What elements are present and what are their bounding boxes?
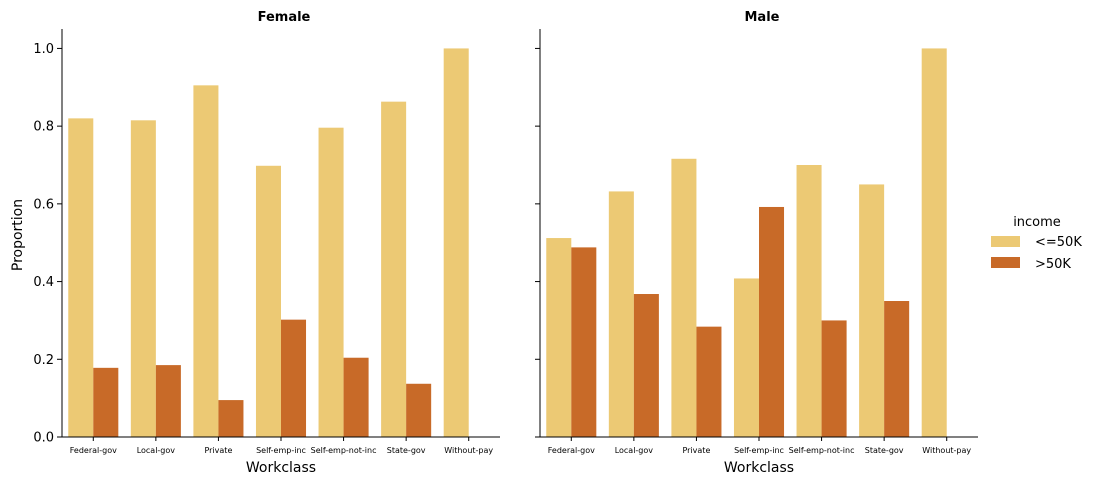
bars-female xyxy=(68,48,469,438)
bar-female-private-gt50k xyxy=(218,400,244,437)
x-tick-label-private: Private xyxy=(682,446,710,455)
y-tick-label: 0.4 xyxy=(33,275,54,290)
x-tick-label-without-pay: Without-pay xyxy=(922,446,971,455)
y-tick-label: 0.0 xyxy=(33,431,54,446)
bar-female-federal-gov-gt50k xyxy=(93,367,119,437)
bar-male-federal-gov-le50k xyxy=(546,238,572,437)
y-axis-ticks-male xyxy=(535,47,540,438)
bar-female-self-emp-not-inc-le50k xyxy=(318,127,344,437)
bar-male-state-gov-gt50k xyxy=(884,301,910,437)
y-tick-label: 0.8 xyxy=(33,120,54,135)
bar-female-private-le50k xyxy=(193,85,219,437)
bar-female-state-gov-le50k xyxy=(381,101,407,437)
y-axis-ticks-female: 0.0 0.2 0.4 0.6 0.8 1.0 xyxy=(33,42,62,446)
bar-male-local-gov-le50k xyxy=(608,191,634,437)
bars-male xyxy=(546,48,947,438)
bar-male-private-le50k xyxy=(671,158,697,437)
panel-female: Female 0.0 0.2 0.4 0.6 0.8 1.0 Federal-gov Loc… xyxy=(33,10,500,476)
bar-male-state-gov-le50k xyxy=(859,184,885,437)
x-tick-label-federal-gov: Federal-gov xyxy=(70,446,117,455)
x-tick-label-local-gov: Local-gov xyxy=(137,446,176,455)
x-axis-label-male: Workclass xyxy=(724,460,794,476)
bar-male-local-gov-gt50k xyxy=(633,294,659,437)
bar-male-without-pay-le50k xyxy=(921,48,947,438)
x-axis-ticks-female: Federal-gov Local-gov Private Self-emp-inc S… xyxy=(70,437,493,455)
x-tick-label-state-gov: State-gov xyxy=(865,446,904,455)
x-tick-label-state-gov: State-gov xyxy=(387,446,426,455)
bar-female-local-gov-le50k xyxy=(130,120,156,437)
x-tick-label-federal-gov: Federal-gov xyxy=(548,446,595,455)
bar-female-federal-gov-le50k xyxy=(68,118,94,438)
bar-male-private-gt50k xyxy=(696,326,722,437)
bar-male-self-emp-inc-le50k xyxy=(733,278,759,437)
bar-male-self-emp-inc-gt50k xyxy=(759,206,785,437)
bar-female-local-gov-gt50k xyxy=(155,365,181,437)
x-tick-label-without-pay: Without-pay xyxy=(444,446,493,455)
x-tick-label-private: Private xyxy=(204,446,232,455)
panel-title-male: Male xyxy=(745,10,780,25)
x-tick-label-self-emp-not-inc: Self-emp-not-inc xyxy=(311,446,377,455)
panel-title-female: Female xyxy=(258,10,311,25)
x-tick-label-self-emp-not-inc: Self-emp-not-inc xyxy=(789,446,855,455)
legend-title: income xyxy=(1013,215,1061,230)
x-axis-label-female: Workclass xyxy=(246,460,316,476)
y-axis-label: Proportion xyxy=(10,199,26,271)
legend-label-le50k: <=50K xyxy=(1035,235,1082,250)
bar-female-state-gov-gt50k xyxy=(406,383,432,437)
bar-male-federal-gov-gt50k xyxy=(571,247,597,437)
x-tick-label-self-emp-inc: Self-emp-inc xyxy=(256,446,306,455)
x-axis-ticks-male: Federal-gov Local-gov Private Self-emp-inc S… xyxy=(548,437,971,455)
bar-female-without-pay-le50k xyxy=(443,48,469,438)
panel-male: Male Federal-gov Local-gov Private Self-emp… xyxy=(535,10,978,476)
legend: income <=50K >50K xyxy=(991,215,1082,272)
legend-swatch-gt50k xyxy=(991,257,1020,268)
bar-male-self-emp-not-inc-gt50k xyxy=(821,320,847,437)
legend-swatch-le50k xyxy=(991,236,1020,247)
bar-female-self-emp-inc-le50k xyxy=(255,165,281,437)
x-tick-label-local-gov: Local-gov xyxy=(615,446,654,455)
bar-female-self-emp-not-inc-gt50k xyxy=(343,357,369,437)
x-tick-label-self-emp-inc: Self-emp-inc xyxy=(734,446,784,455)
bar-male-self-emp-not-inc-le50k xyxy=(796,165,822,437)
y-tick-label: 0.2 xyxy=(33,353,54,368)
legend-label-gt50k: >50K xyxy=(1035,257,1071,272)
bar-female-self-emp-inc-gt50k xyxy=(281,319,307,437)
y-tick-label: 0.6 xyxy=(33,197,54,212)
y-tick-label: 1.0 xyxy=(33,42,54,57)
